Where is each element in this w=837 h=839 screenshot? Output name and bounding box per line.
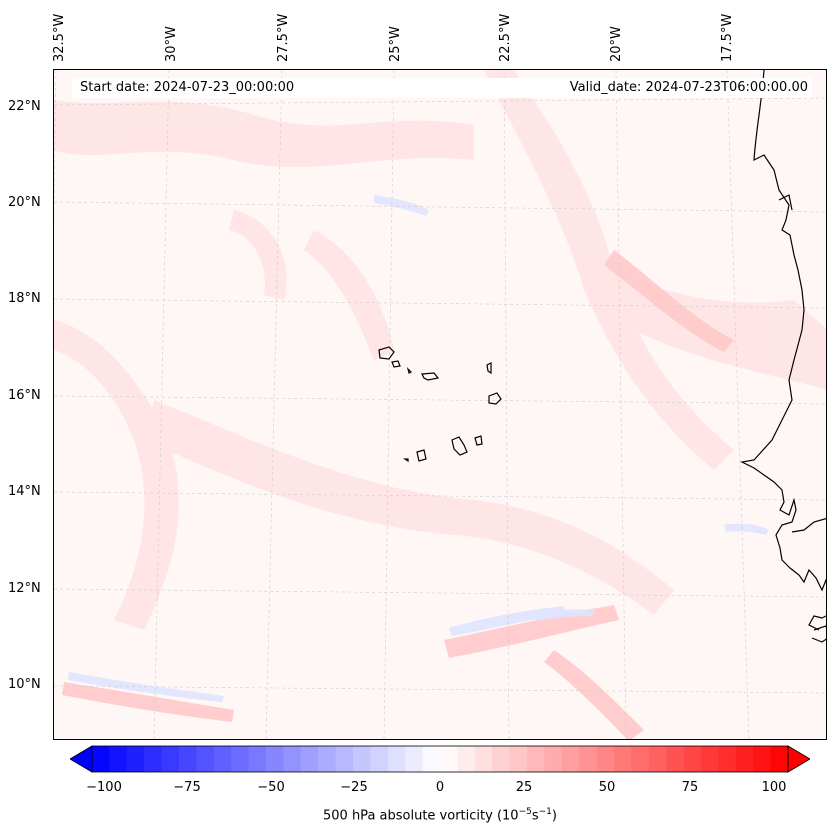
- colorbar-cell: [631, 746, 650, 772]
- colorbar-cell: [544, 746, 563, 772]
- colorbar-cell: [92, 746, 110, 772]
- colorbar-cell: [405, 746, 424, 772]
- colorbar-cell: [683, 746, 702, 772]
- colorbar-cell: [614, 746, 632, 772]
- colorbar-cell: [457, 746, 476, 772]
- colorbar-cell: [666, 746, 685, 772]
- lon-label-27-5w: 27.5°W: [276, 13, 291, 62]
- colorbar-cell: [213, 746, 232, 772]
- colorbar-cell: [474, 746, 493, 772]
- lat-label-20n: 20°N: [8, 195, 41, 210]
- colorbar-cell: [179, 746, 197, 772]
- lon-label-20w: 20°W: [609, 26, 624, 62]
- colorbar-cell: [126, 746, 145, 772]
- colorbar-title-prefix: 500 hPa absolute vorticity (10: [323, 808, 519, 824]
- map-canvas: [54, 70, 826, 739]
- lat-label-18n: 18°N: [8, 291, 41, 306]
- colorbar-cell: [596, 746, 615, 772]
- lon-label-17-5w: 17.5°W: [720, 13, 735, 62]
- lon-label-30w: 30°W: [164, 26, 179, 62]
- grid-lines: [54, 70, 826, 739]
- colorbar-cells: [92, 746, 789, 772]
- lat-label-16n: 16°N: [8, 388, 41, 403]
- colorbar-cell: [422, 746, 441, 772]
- colorbar-cell: [387, 746, 406, 772]
- colorbar-cell: [231, 746, 250, 772]
- colorbar-frame: [91, 745, 789, 773]
- colorbar-cell: [579, 746, 598, 772]
- colorbar-tick: −100: [86, 780, 122, 795]
- colorbar-cell: [335, 746, 354, 772]
- colorbar-cell: [196, 746, 215, 772]
- lat-label-12n: 12°N: [8, 581, 41, 596]
- colorbar-cell: [370, 746, 389, 772]
- colorbar-cell: [440, 746, 458, 772]
- colorbar-title-suffix: ): [551, 808, 557, 824]
- colorbar-tick: 25: [515, 780, 533, 795]
- colorbar-cell: [144, 746, 163, 772]
- vorticity-map[interactable]: Start date: 2024-07-23_00:00:00 Valid_da…: [53, 69, 827, 740]
- colorbar-cell: [753, 746, 772, 772]
- colorbar-tick: 100: [761, 780, 787, 795]
- colorbar-cell: [770, 746, 789, 772]
- colorbar-cell: [318, 746, 337, 772]
- cape-verde-islands: [378, 346, 502, 463]
- colorbar-cell: [527, 746, 545, 772]
- colorbar: [70, 745, 810, 773]
- colorbar-cell: [283, 746, 302, 772]
- colorbar-cell: [735, 746, 754, 772]
- lon-label-25w: 25°W: [388, 26, 403, 62]
- african-coastline: [740, 70, 826, 643]
- valid-date-label: Valid_date: 2024-07-23T06:00:00.00: [569, 80, 808, 95]
- colorbar-tick: −75: [173, 780, 201, 795]
- colorbar-tick: 50: [598, 780, 616, 795]
- lat-label-14n: 14°N: [8, 484, 41, 499]
- colorbar-cell: [353, 746, 371, 772]
- strong-positive-contours: [62, 250, 734, 739]
- map-info-bar: Start date: 2024-07-23_00:00:00 Valid_da…: [72, 78, 812, 98]
- colorbar-low-extend: [70, 745, 93, 773]
- colorbar-cell: [648, 746, 667, 772]
- colorbar-cell: [561, 746, 580, 772]
- lon-label-22-5w: 22.5°W: [498, 13, 513, 62]
- colorbar-cell: [161, 746, 180, 772]
- colorbar-title: 500 hPa absolute vorticity (10−5s−1): [0, 807, 837, 823]
- positive-vorticity-contours: [54, 70, 826, 630]
- lat-label-22n: 22°N: [8, 99, 41, 114]
- colorbar-title-mid: s: [531, 808, 539, 824]
- lon-label-32-5w: 32.5°W: [52, 13, 67, 62]
- colorbar-title-exp1: −5: [518, 807, 532, 817]
- colorbar-cell: [718, 746, 737, 772]
- colorbar-cell: [701, 746, 719, 772]
- colorbar-tick: 75: [681, 780, 699, 795]
- colorbar-cell: [300, 746, 319, 772]
- colorbar-title-exp2: −1: [538, 807, 552, 817]
- colorbar-cell: [266, 746, 284, 772]
- colorbar-high-extend: [787, 745, 810, 773]
- colorbar-cell: [248, 746, 267, 772]
- colorbar-tick: −25: [340, 780, 368, 795]
- lat-label-10n: 10°N: [8, 677, 41, 692]
- colorbar-tick: −50: [257, 780, 285, 795]
- colorbar-tick: 0: [435, 780, 445, 795]
- start-date-label: Start date: 2024-07-23_00:00:00: [80, 80, 295, 95]
- colorbar-cell: [509, 746, 528, 772]
- colorbar-cell: [492, 746, 511, 772]
- colorbar-cell: [109, 746, 128, 772]
